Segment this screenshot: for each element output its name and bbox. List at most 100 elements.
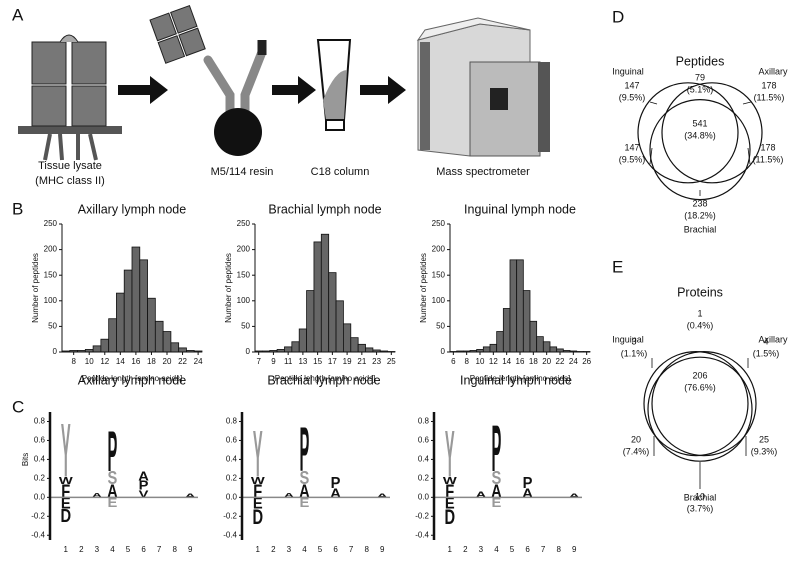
bar bbox=[170, 342, 180, 353]
bar bbox=[489, 343, 498, 353]
bar bbox=[350, 337, 359, 353]
logo-letter: P bbox=[492, 413, 502, 486]
y-tick-label: 250 bbox=[432, 219, 446, 228]
y-tick-label: -0.2 bbox=[31, 511, 45, 520]
y-tick-label: 200 bbox=[432, 245, 446, 254]
x-tick-label: 24 bbox=[569, 357, 578, 366]
x-tick-label: 23 bbox=[372, 357, 381, 366]
y-tick-label: 0.0 bbox=[418, 492, 430, 501]
region-count: 20 bbox=[631, 434, 641, 444]
x-tick-label: 13 bbox=[298, 357, 307, 366]
x-tick-label: 7 bbox=[349, 545, 354, 554]
y-tick-label: 150 bbox=[44, 270, 58, 279]
leader-line bbox=[742, 101, 752, 105]
set-label: Brachial bbox=[684, 492, 717, 502]
x-tick-label: 25 bbox=[387, 357, 396, 366]
logo-letter: F bbox=[253, 481, 262, 502]
bar bbox=[162, 331, 172, 353]
y-tick-label: 200 bbox=[237, 245, 251, 254]
bar bbox=[343, 323, 352, 353]
y-tick-label: 250 bbox=[44, 219, 58, 228]
bar bbox=[365, 347, 374, 353]
x-tick-label: 1 bbox=[64, 545, 69, 554]
logo-letter: W bbox=[251, 474, 266, 486]
x-tick-label: 6 bbox=[525, 545, 530, 554]
venn-circle bbox=[647, 356, 753, 462]
x-axis-label: Peptide length [amino acids] bbox=[82, 374, 183, 383]
logo-letter: A bbox=[491, 481, 502, 502]
region-percent: (1.5%) bbox=[753, 348, 780, 358]
antibody bbox=[203, 47, 267, 123]
bar bbox=[529, 320, 538, 353]
region-count: 541 bbox=[692, 118, 707, 128]
y-tick-label: -0.4 bbox=[223, 530, 237, 539]
bar bbox=[147, 297, 156, 353]
logo-letter: E bbox=[253, 495, 263, 513]
logo-letter: A bbox=[569, 493, 580, 499]
x-tick-label: 14 bbox=[502, 357, 511, 366]
logo-title: Brachial lymph node bbox=[267, 373, 380, 387]
membrane bbox=[18, 126, 122, 134]
y-tick-label: -0.2 bbox=[223, 511, 237, 520]
y-tick-label: 250 bbox=[237, 219, 251, 228]
x-tick-label: 2 bbox=[79, 545, 84, 554]
step-label: Tissue lysate bbox=[38, 160, 102, 172]
y-tick-label: -0.2 bbox=[415, 511, 429, 520]
panel-label: A bbox=[12, 5, 24, 24]
region-count: 10 bbox=[695, 491, 705, 501]
logo-letter: A bbox=[377, 493, 388, 499]
y-axis-label: Number of peptides bbox=[224, 253, 233, 323]
set-label: Brachial bbox=[684, 224, 717, 234]
bar bbox=[328, 272, 337, 353]
region-percent: (1.1%) bbox=[621, 348, 648, 358]
y-tick-label: 150 bbox=[237, 270, 251, 279]
x-tick-label: 3 bbox=[95, 545, 100, 554]
x-tick-label: 17 bbox=[328, 357, 337, 366]
logo-letter: W bbox=[443, 474, 458, 486]
logo-letter: A bbox=[299, 481, 310, 502]
region-count: 79 bbox=[695, 72, 705, 82]
y-tick-label: 0 bbox=[53, 347, 58, 356]
logo-letter: A bbox=[284, 492, 295, 499]
region-percent: (34.8%) bbox=[684, 130, 716, 140]
spectrometer-port bbox=[490, 88, 508, 110]
x-tick-label: 12 bbox=[489, 357, 498, 366]
x-tick-label: 1 bbox=[448, 545, 453, 554]
region-count: 238 bbox=[692, 198, 707, 208]
y-tick-label: 0.2 bbox=[226, 473, 238, 482]
x-tick-label: 4 bbox=[494, 545, 499, 554]
chart-title: Brachial lymph node bbox=[268, 202, 381, 216]
region-count: 1 bbox=[697, 308, 702, 318]
anchors bbox=[43, 133, 98, 161]
bar bbox=[502, 308, 511, 353]
y-tick-label: 100 bbox=[432, 296, 446, 305]
y-tick-label: -0.4 bbox=[415, 530, 429, 539]
x-tick-label: 6 bbox=[333, 545, 338, 554]
logo-letter: E bbox=[492, 495, 502, 510]
bar bbox=[178, 347, 187, 353]
x-tick-label: 24 bbox=[194, 357, 203, 366]
logo-letter: E bbox=[61, 495, 71, 513]
bar bbox=[509, 259, 518, 353]
logo-letter: D bbox=[60, 505, 71, 526]
x-tick-label: 4 bbox=[302, 545, 307, 554]
y-tick-label: 0.8 bbox=[418, 417, 430, 426]
groove bbox=[59, 34, 79, 43]
y-axis-label: Number of peptides bbox=[419, 253, 428, 323]
logo-letter: A bbox=[138, 468, 149, 483]
y-tick-label: 0.6 bbox=[418, 436, 430, 445]
region-percent: (7.4%) bbox=[623, 446, 650, 456]
logo-letter: P bbox=[139, 477, 149, 492]
region-percent: (76.6%) bbox=[684, 382, 716, 392]
bar bbox=[291, 341, 300, 353]
venn-circle bbox=[651, 351, 757, 457]
y-tick-label: 50 bbox=[436, 322, 445, 331]
x-tick-label: 20 bbox=[163, 357, 172, 366]
y-tick-label: 0 bbox=[441, 347, 446, 356]
y-tick-label: 0.0 bbox=[226, 492, 238, 501]
region-count: 25 bbox=[759, 434, 769, 444]
x-tick-label: 5 bbox=[318, 545, 323, 554]
leader-line bbox=[649, 101, 658, 105]
bar bbox=[516, 259, 524, 353]
logo-letter: F bbox=[445, 481, 454, 502]
